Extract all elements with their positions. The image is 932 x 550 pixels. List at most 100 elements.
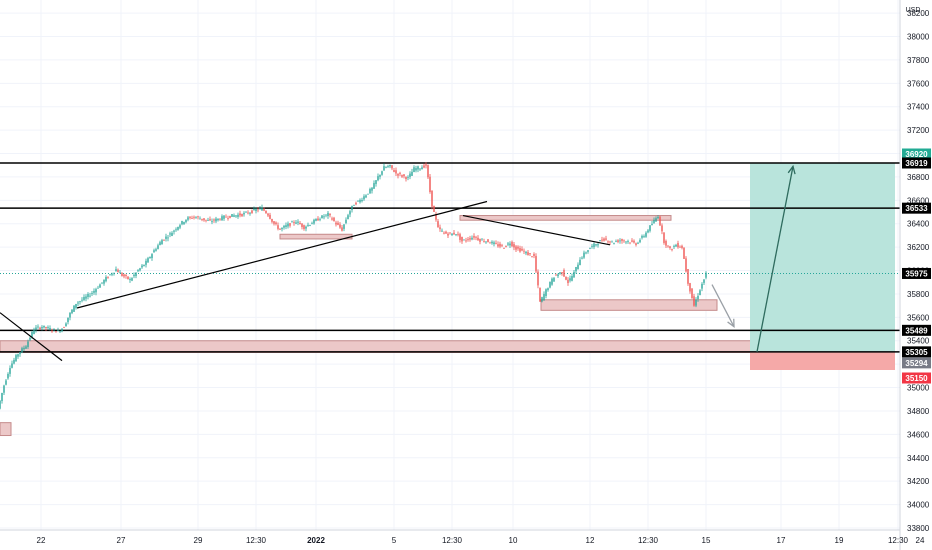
candle-body <box>241 213 243 217</box>
candle-body <box>99 284 101 288</box>
time-axis[interactable]: 22 27 29 12:30 2022 5 12:30 10 12 12:30 15 17 19 12:3… <box>37 536 925 545</box>
candle-body <box>111 273 113 275</box>
candle-body <box>3 385 5 393</box>
x-tick-label: 12:30 <box>638 536 659 545</box>
candle-body <box>221 216 223 221</box>
candle-body <box>89 295 91 297</box>
candle-body <box>413 167 415 172</box>
candle-body <box>81 299 83 301</box>
candle-body <box>5 380 7 385</box>
candle-body <box>443 232 445 234</box>
y-tick-label: 35000 <box>907 384 930 393</box>
candle-body <box>227 217 229 219</box>
candle-body <box>453 232 455 235</box>
candle-body <box>695 299 697 306</box>
candle-body <box>193 216 195 218</box>
candle-body <box>419 168 421 170</box>
x-tick-label: 5 <box>392 536 397 545</box>
candle-body <box>511 241 513 247</box>
candle-body <box>319 219 321 221</box>
position-profit-zone[interactable] <box>750 163 895 352</box>
candle-body <box>591 245 593 247</box>
candle-body <box>207 220 209 221</box>
candle-body <box>405 177 407 180</box>
arrow-head[interactable] <box>727 318 735 329</box>
y-tick-label: 38200 <box>907 9 930 18</box>
candle-body <box>115 269 117 272</box>
y-tick-label: 36400 <box>907 220 930 229</box>
candle-body <box>15 355 17 362</box>
price-axis[interactable]: 3380034000342003440034600348003500035200… <box>907 0 930 533</box>
candle-body <box>675 244 677 247</box>
zone-rect[interactable] <box>540 299 718 311</box>
candle-body <box>33 329 35 334</box>
candle-body <box>179 225 181 228</box>
candle-body <box>567 279 569 284</box>
y-tick-label: 38000 <box>907 33 930 42</box>
candle-body <box>585 252 587 254</box>
candle-body <box>149 257 151 259</box>
arrow-shaft[interactable] <box>711 284 735 328</box>
candle-body <box>189 217 191 218</box>
candle-body <box>569 278 571 281</box>
candle-body <box>665 240 667 246</box>
candle-body <box>267 213 269 216</box>
candle-body <box>77 302 79 304</box>
candle-body <box>631 240 633 242</box>
candle-body <box>251 210 253 213</box>
supply-demand-zones[interactable] <box>0 215 756 437</box>
candle-body <box>417 166 419 170</box>
y-tick-label: 36600 <box>907 196 930 205</box>
y-tick-label: 35800 <box>907 290 930 299</box>
candle-body <box>487 239 489 243</box>
zone-rect[interactable] <box>0 422 12 437</box>
candle-body <box>219 219 221 221</box>
candle-body <box>427 165 429 178</box>
candle-body <box>667 245 669 247</box>
position-stop-zone[interactable] <box>750 351 895 370</box>
arrow-head[interactable] <box>787 164 796 175</box>
price-badge <box>902 267 931 279</box>
candle-body <box>139 268 141 271</box>
candle-body <box>131 278 133 281</box>
candle-body <box>61 328 63 332</box>
zone-rect[interactable] <box>459 215 672 221</box>
x-tick-label: 29 <box>194 536 203 545</box>
candle-body <box>479 239 481 242</box>
candle-body <box>471 237 473 240</box>
zone-rect[interactable] <box>279 233 353 240</box>
candle-body <box>451 233 453 236</box>
candle-body <box>107 277 109 279</box>
candle-body <box>643 236 645 237</box>
candle-body <box>249 212 251 214</box>
candle-body <box>459 234 461 240</box>
projection-arrows[interactable] <box>711 164 796 352</box>
arrow-shaft[interactable] <box>756 166 794 352</box>
candle-body <box>287 223 289 227</box>
candle-body <box>161 240 163 245</box>
candle-body <box>371 187 373 191</box>
candle-body <box>495 243 497 244</box>
trendlines[interactable] <box>0 200 611 362</box>
candle-body <box>477 237 479 241</box>
candle-body <box>69 312 71 318</box>
trendline[interactable] <box>0 312 63 362</box>
price-badge-label: 36920 <box>905 150 928 159</box>
zone-rect[interactable] <box>0 340 756 353</box>
candle-body <box>255 208 257 212</box>
long-position-tool[interactable] <box>750 163 895 370</box>
y-tick-label: 33800 <box>907 524 930 533</box>
candle-body <box>629 242 631 244</box>
horizontal-levels[interactable] <box>0 162 900 353</box>
candle-body <box>213 219 215 221</box>
trendline[interactable] <box>76 200 488 309</box>
candle-body <box>513 244 515 248</box>
candle-body <box>233 215 235 217</box>
currency-label: USD <box>906 7 921 14</box>
candle-body <box>373 183 375 189</box>
trendline[interactable] <box>462 214 611 246</box>
price-badge-label: 36533 <box>905 204 928 213</box>
candle-body <box>623 240 625 242</box>
candle-body <box>681 245 683 248</box>
